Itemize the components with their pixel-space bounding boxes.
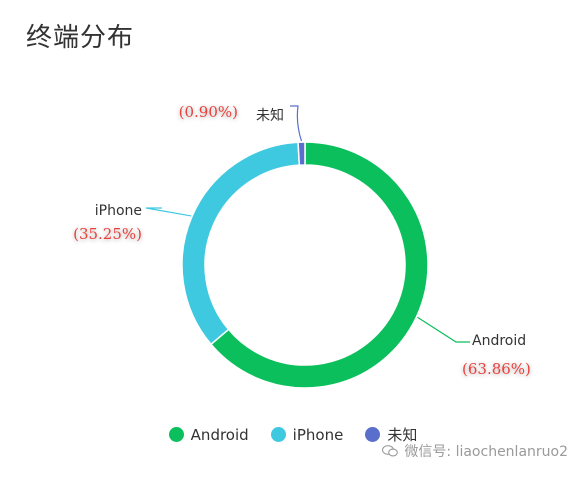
watermark: 微信号: liaochenlanruo2	[382, 441, 568, 461]
legend-label-android: Android	[190, 425, 249, 444]
leader-line-0	[417, 316, 470, 343]
slice-name-label-1: iPhone	[95, 203, 142, 219]
slice-percent-label-1: (35.25%)	[73, 225, 142, 243]
slice-0[interactable]	[209, 141, 429, 389]
legend-item-iphone[interactable]: iPhone	[270, 424, 344, 445]
chart-title: 终端分布	[26, 23, 135, 53]
chart-legend: Android iPhone 未知	[0, 424, 586, 445]
legend-item-android[interactable]: Android	[168, 424, 249, 445]
wechat-icon	[382, 445, 399, 457]
slice-percent-label-0: (63.86%)	[462, 360, 531, 378]
legend-label-unknown: 未知	[387, 426, 418, 444]
watermark-text: 微信号: liaochenlanruo2	[404, 444, 568, 460]
legend-swatch-android	[168, 427, 184, 442]
legend-item-unknown[interactable]: 未知	[365, 424, 417, 445]
slice-percent-label-2: (0.90%)	[179, 103, 238, 121]
slice-name-label-0: Android	[472, 333, 526, 349]
leader-line-1	[145, 207, 192, 217]
legend-swatch-iphone	[270, 427, 286, 442]
slice-name-label-2: 未知	[256, 107, 284, 124]
leader-line-2	[290, 105, 303, 142]
legend-label-iphone: iPhone	[292, 425, 344, 444]
slice-2[interactable]	[297, 141, 306, 166]
slice-1[interactable]	[181, 141, 301, 346]
legend-swatch-unknown	[365, 427, 381, 442]
